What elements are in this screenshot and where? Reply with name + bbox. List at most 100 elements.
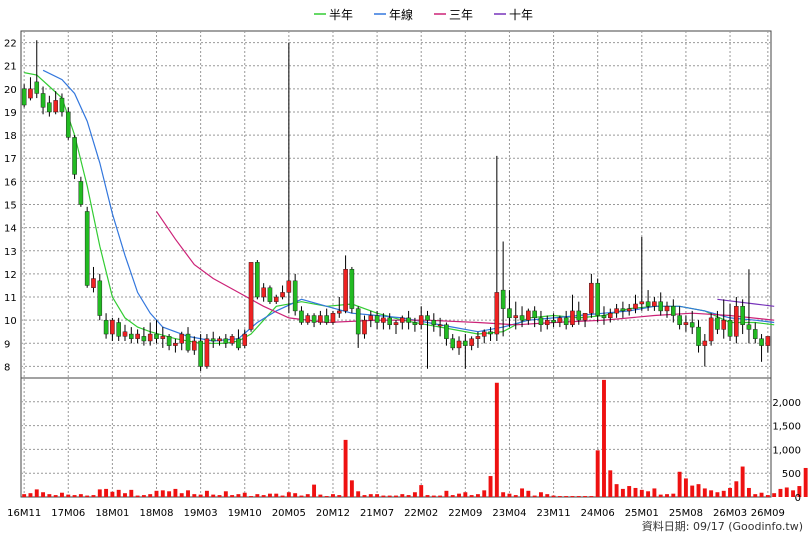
volume-bar bbox=[274, 493, 279, 497]
x-tick-label: 26M03 bbox=[713, 508, 747, 519]
candle-body bbox=[110, 319, 115, 335]
x-tick-label: 20M12 bbox=[316, 508, 350, 519]
candle-body bbox=[721, 319, 727, 330]
candle-body bbox=[576, 310, 582, 321]
volume-bar bbox=[116, 489, 121, 497]
volume-bar bbox=[608, 470, 613, 497]
candle-body bbox=[481, 331, 487, 337]
volume-bar bbox=[444, 490, 449, 497]
volume-bar bbox=[349, 480, 354, 497]
candle-body bbox=[469, 338, 474, 346]
candle-body bbox=[671, 306, 676, 316]
volume-bar bbox=[551, 495, 556, 497]
candle-body bbox=[639, 301, 645, 305]
volume-bar bbox=[223, 491, 228, 497]
volume-bar bbox=[520, 488, 525, 497]
volume-bar bbox=[507, 493, 512, 497]
candle-body bbox=[652, 301, 657, 307]
candle-body bbox=[620, 308, 626, 312]
candle-body bbox=[450, 338, 456, 349]
candle-body bbox=[330, 313, 336, 323]
candle-body bbox=[374, 315, 380, 323]
volume-tick-label: 2,000 bbox=[772, 398, 801, 409]
volume-bar bbox=[186, 490, 190, 497]
candle-body bbox=[507, 308, 512, 319]
volume-bar bbox=[564, 496, 569, 497]
candle-body bbox=[715, 317, 720, 330]
volume-bar bbox=[173, 488, 178, 497]
volume-bar bbox=[22, 494, 27, 497]
x-tick-label: 16M11 bbox=[7, 508, 41, 519]
volume-bar bbox=[545, 494, 550, 497]
x-tick-label: 18M08 bbox=[139, 508, 173, 519]
x-tick-label: 26M09 bbox=[751, 508, 785, 519]
volume-bar bbox=[91, 495, 96, 497]
price-tick-label: 17 bbox=[4, 154, 17, 165]
volume-bar bbox=[690, 485, 695, 497]
candle-body bbox=[179, 333, 184, 344]
candle-body bbox=[103, 319, 109, 335]
candle-body bbox=[381, 317, 386, 323]
candle-body bbox=[664, 306, 670, 312]
candle-body bbox=[305, 315, 311, 323]
volume-bar bbox=[488, 476, 493, 497]
volume-bar bbox=[501, 492, 506, 497]
candle-body bbox=[286, 280, 292, 293]
volume-bar bbox=[343, 439, 348, 497]
candle-body bbox=[280, 292, 285, 298]
volume-bar bbox=[230, 495, 235, 497]
volume-bar bbox=[539, 492, 543, 497]
volume-bar bbox=[160, 490, 165, 497]
volume-bar bbox=[620, 488, 625, 497]
candle-body bbox=[425, 315, 430, 321]
volume-tick-label: 1,000 bbox=[772, 445, 801, 456]
volume-bar bbox=[280, 495, 285, 497]
volume-bar bbox=[431, 495, 436, 497]
volume-bar bbox=[652, 488, 657, 497]
x-tick-label: 18M01 bbox=[95, 508, 129, 519]
volume-bar bbox=[110, 491, 115, 497]
volume-bar bbox=[627, 486, 632, 497]
volume-bar bbox=[702, 488, 707, 497]
candle-body bbox=[248, 262, 254, 330]
volume-bar bbox=[28, 493, 33, 497]
volume-tick-label: 500 bbox=[782, 469, 801, 480]
candle-body bbox=[129, 333, 134, 339]
candle-body bbox=[229, 336, 235, 344]
price-tick-label: 11 bbox=[4, 293, 17, 304]
volume-bar bbox=[696, 484, 701, 497]
volume-bar bbox=[381, 495, 386, 497]
candle-body bbox=[40, 93, 46, 108]
candle-body bbox=[160, 336, 166, 339]
x-tick-label: 22M02 bbox=[404, 508, 438, 519]
volume-bar bbox=[198, 494, 203, 497]
volume-bar bbox=[734, 481, 739, 497]
volume-bar bbox=[141, 495, 146, 497]
candle-body bbox=[242, 333, 248, 346]
volume-bar bbox=[457, 493, 461, 497]
price-tick-label: 15 bbox=[4, 201, 17, 212]
legend-label: 年線 bbox=[389, 7, 413, 22]
volume-bar bbox=[148, 494, 153, 497]
candle-body bbox=[192, 340, 197, 351]
candle-body bbox=[97, 280, 103, 316]
price-tick-label: 21 bbox=[4, 62, 17, 73]
volume-bar bbox=[772, 493, 777, 497]
volume-bar bbox=[211, 494, 216, 497]
volume-bar bbox=[286, 492, 291, 497]
candle-body bbox=[463, 340, 468, 346]
x-tick-label: 23M11 bbox=[537, 508, 571, 519]
candle-body bbox=[532, 310, 537, 319]
candle-body bbox=[210, 338, 216, 342]
candle-body bbox=[740, 306, 745, 325]
price-tick-label: 9 bbox=[4, 339, 10, 350]
candle-body bbox=[65, 111, 71, 138]
x-tick-label: 23M04 bbox=[492, 508, 526, 519]
volume-bar bbox=[746, 487, 751, 497]
volume-bar bbox=[665, 494, 669, 497]
candle-body bbox=[601, 315, 607, 319]
candle-body bbox=[759, 338, 764, 346]
candle-body bbox=[437, 324, 443, 327]
x-tick-label: 22M09 bbox=[448, 508, 482, 519]
